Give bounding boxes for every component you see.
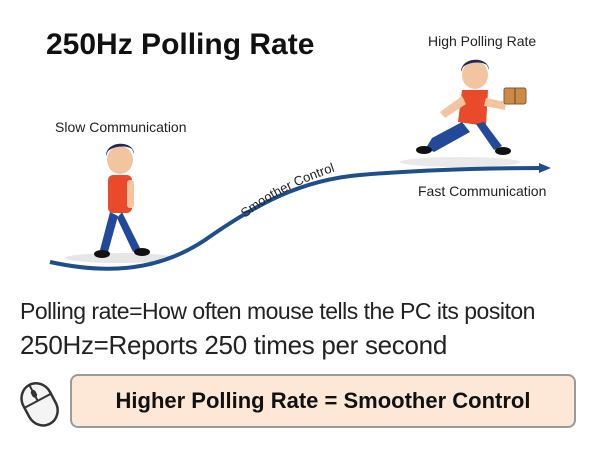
polling-rate-definition: Polling rate=How often mouse tells the P… <box>20 298 535 324</box>
running-person-icon <box>416 59 511 155</box>
smoother-control-label: Smoother Control <box>238 160 337 220</box>
parcel-icon <box>503 87 527 105</box>
summary-banner: Higher Polling Rate = Smoother Control <box>70 374 576 428</box>
runner-shadow <box>400 157 520 167</box>
mouse-icon <box>20 382 59 427</box>
reports-per-second-text: 250Hz=Reports 250 times per second <box>20 330 447 360</box>
page-title: 250Hz Polling Rate <box>46 28 315 61</box>
summary-banner-text: Higher Polling Rate = Smoother Control <box>115 388 531 413</box>
slow-communication-label: Slow Communication <box>55 119 187 135</box>
illustration: Smoother Control <box>49 59 551 271</box>
walking-person-icon <box>94 143 150 258</box>
walker-shadow <box>65 253 175 263</box>
progress-curve <box>49 163 551 271</box>
fast-communication-label: Fast Communication <box>418 183 547 199</box>
high-polling-rate-label: High Polling Rate <box>428 33 537 49</box>
